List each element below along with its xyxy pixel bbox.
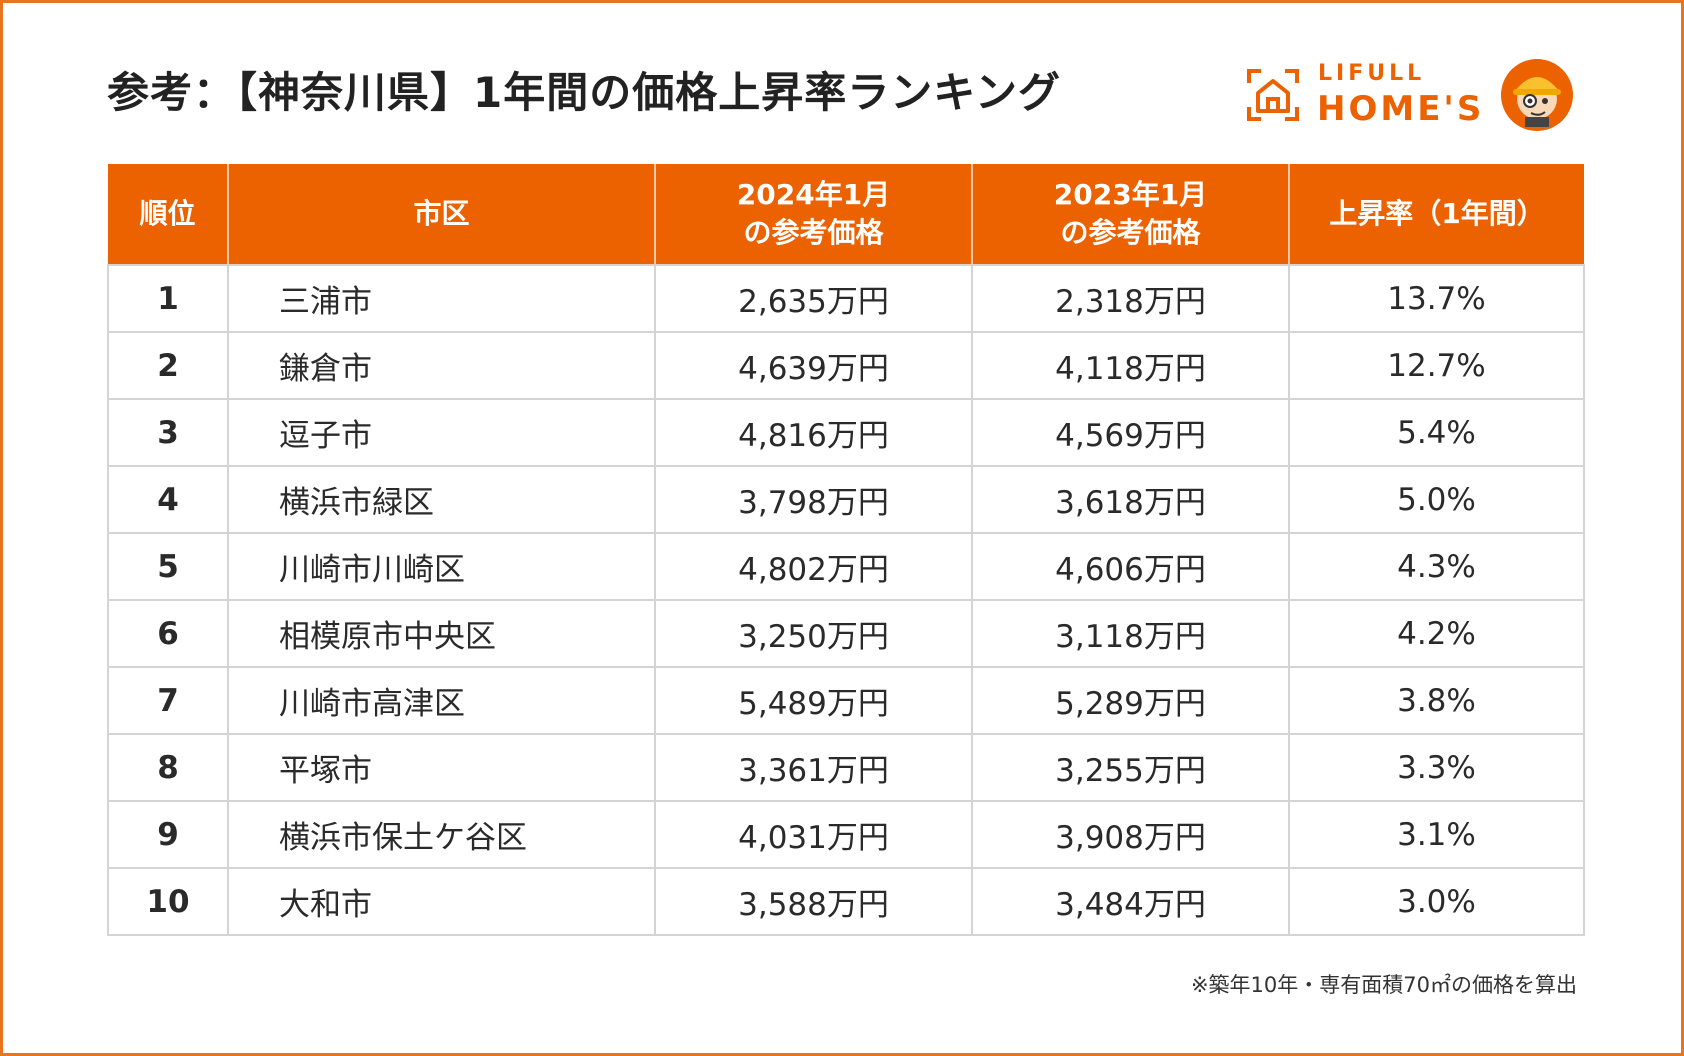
rate-cell: 5.0%	[1288, 465, 1585, 534]
price-2023-cell: 4,569万円	[971, 398, 1290, 467]
header-price-2024: 2024年1月 の参考価格	[655, 164, 973, 265]
price-2024-cell: 3,361万円	[654, 733, 973, 802]
price-2024-cell: 3,798万円	[654, 465, 973, 534]
price-2024-cell: 5,489万円	[654, 666, 973, 735]
city-cell: 相模原市中央区	[227, 599, 656, 668]
rate-cell: 3.1%	[1288, 800, 1585, 869]
table-row: 2 鎌倉市 4,639万円 4,118万円 12.7%	[107, 331, 1585, 400]
table-row: 5 川崎市川崎区 4,802万円 4,606万円 4.3%	[107, 532, 1585, 601]
lifull-homes-logo: LIFULL HOME'S	[1243, 55, 1583, 135]
price-2024-cell: 3,588万円	[654, 867, 973, 936]
rank-cell: 5	[107, 532, 229, 601]
price-2023-cell: 4,606万円	[971, 532, 1290, 601]
table-row: 1 三浦市 2,635万円 2,318万円 13.7%	[107, 264, 1585, 333]
rank-cell: 1	[107, 264, 229, 333]
header-city: 市区	[228, 164, 656, 265]
rank-cell: 10	[107, 867, 229, 936]
price-2023-cell: 3,908万円	[971, 800, 1290, 869]
city-cell: 逗子市	[227, 398, 656, 467]
table-row: 4 横浜市緑区 3,798万円 3,618万円 5.0%	[107, 465, 1585, 534]
city-cell: 鎌倉市	[227, 331, 656, 400]
rate-cell: 4.3%	[1288, 532, 1585, 601]
table-row: 9 横浜市保土ケ谷区 4,031万円 3,908万円 3.1%	[107, 800, 1585, 869]
rank-cell: 2	[107, 331, 229, 400]
rank-cell: 3	[107, 398, 229, 467]
price-2024-cell: 4,816万円	[654, 398, 973, 467]
price-2024-cell: 4,639万円	[654, 331, 973, 400]
price-2023-cell: 3,118万円	[971, 599, 1290, 668]
header-rank: 順位	[108, 164, 229, 265]
header-price-2023: 2023年1月 の参考価格	[972, 164, 1290, 265]
footnote: ※築年10年・専有面積70㎡の価格を算出	[1190, 973, 1577, 997]
table-header-row: 順位 市区 2024年1月 の参考価格 2023年1月 の参考価格 上昇率（1年…	[108, 164, 1584, 265]
rank-cell: 4	[107, 465, 229, 534]
rate-cell: 3.0%	[1288, 867, 1585, 936]
rate-cell: 5.4%	[1288, 398, 1585, 467]
logo-brand-main: HOME'S	[1317, 89, 1485, 129]
rank-cell: 6	[107, 599, 229, 668]
rate-cell: 4.2%	[1288, 599, 1585, 668]
rate-cell: 3.8%	[1288, 666, 1585, 735]
price-2024-cell: 2,635万円	[654, 264, 973, 333]
price-2023-cell: 3,255万円	[971, 733, 1290, 802]
price-2024-cell: 4,802万円	[654, 532, 973, 601]
table-row: 3 逗子市 4,816万円 4,569万円 5.4%	[107, 398, 1585, 467]
city-cell: 平塚市	[227, 733, 656, 802]
ranking-table: 順位 市区 2024年1月 の参考価格 2023年1月 の参考価格 上昇率（1年…	[107, 164, 1585, 936]
header-price-2023-line1: 2023年1月	[1053, 178, 1208, 211]
header-price-2023-line2: の参考価格	[1060, 216, 1201, 249]
city-cell: 横浜市緑区	[227, 465, 656, 534]
city-cell: 横浜市保土ケ谷区	[227, 800, 656, 869]
rank-cell: 8	[107, 733, 229, 802]
mascot-icon	[1501, 59, 1573, 131]
table-row: 10 大和市 3,588万円 3,484万円 3.0%	[107, 867, 1585, 936]
header-price-2024-line1: 2024年1月	[736, 178, 891, 211]
page-title: 参考：【神奈川県】1年間の価格上昇率ランキング	[107, 68, 1061, 117]
header-price-2024-line2: の参考価格	[743, 216, 884, 249]
rate-cell: 13.7%	[1288, 264, 1585, 333]
rate-cell: 3.3%	[1288, 733, 1585, 802]
price-2024-cell: 3,250万円	[654, 599, 973, 668]
city-cell: 川崎市川崎区	[227, 532, 656, 601]
house-icon	[1247, 69, 1299, 121]
price-2023-cell: 4,118万円	[971, 331, 1290, 400]
rank-cell: 7	[107, 666, 229, 735]
rank-cell: 9	[107, 800, 229, 869]
price-2023-cell: 3,484万円	[971, 867, 1290, 936]
table-row: 6 相模原市中央区 3,250万円 3,118万円 4.2%	[107, 599, 1585, 668]
price-2024-cell: 4,031万円	[654, 800, 973, 869]
city-cell: 大和市	[227, 867, 656, 936]
rate-cell: 12.7%	[1288, 331, 1585, 400]
table-row: 8 平塚市 3,361万円 3,255万円 3.3%	[107, 733, 1585, 802]
price-2023-cell: 2,318万円	[971, 264, 1290, 333]
price-2023-cell: 3,618万円	[971, 465, 1290, 534]
table-row: 7 川崎市高津区 5,489万円 5,289万円 3.8%	[107, 666, 1585, 735]
price-2023-cell: 5,289万円	[971, 666, 1290, 735]
city-cell: 三浦市	[227, 264, 656, 333]
logo-brand-top: LIFULL	[1318, 61, 1426, 86]
city-cell: 川崎市高津区	[227, 666, 656, 735]
header-rate: 上昇率（1年間）	[1289, 164, 1584, 265]
